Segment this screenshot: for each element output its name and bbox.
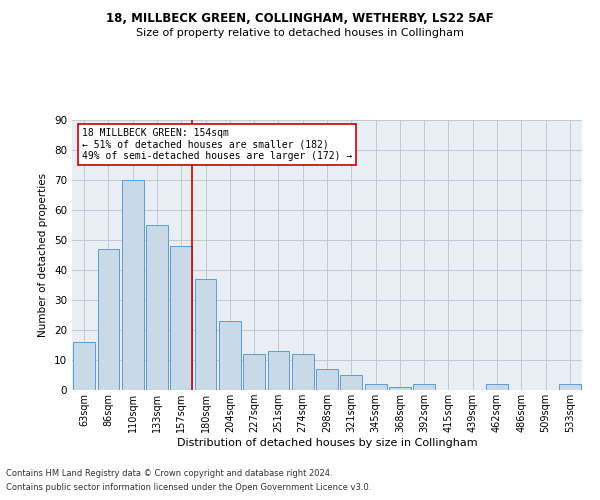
Text: Contains public sector information licensed under the Open Government Licence v3: Contains public sector information licen… xyxy=(6,484,371,492)
Bar xyxy=(486,384,508,390)
Bar xyxy=(170,246,192,390)
Y-axis label: Number of detached properties: Number of detached properties xyxy=(38,173,49,337)
Bar xyxy=(413,384,435,390)
Text: 18 MILLBECK GREEN: 154sqm
← 51% of detached houses are smaller (182)
49% of semi: 18 MILLBECK GREEN: 154sqm ← 51% of detac… xyxy=(82,128,352,162)
Bar xyxy=(340,375,362,390)
Bar xyxy=(292,354,314,390)
Bar xyxy=(316,369,338,390)
Bar xyxy=(268,351,289,390)
Bar xyxy=(122,180,143,390)
Bar xyxy=(243,354,265,390)
Bar xyxy=(194,279,217,390)
Bar xyxy=(389,387,411,390)
Bar xyxy=(146,225,168,390)
Text: Contains HM Land Registry data © Crown copyright and database right 2024.: Contains HM Land Registry data © Crown c… xyxy=(6,468,332,477)
Text: 18, MILLBECK GREEN, COLLINGHAM, WETHERBY, LS22 5AF: 18, MILLBECK GREEN, COLLINGHAM, WETHERBY… xyxy=(106,12,494,26)
Text: Size of property relative to detached houses in Collingham: Size of property relative to detached ho… xyxy=(136,28,464,38)
Bar xyxy=(365,384,386,390)
Bar xyxy=(559,384,581,390)
Bar xyxy=(73,342,95,390)
X-axis label: Distribution of detached houses by size in Collingham: Distribution of detached houses by size … xyxy=(176,438,478,448)
Bar xyxy=(97,249,119,390)
Bar xyxy=(219,321,241,390)
